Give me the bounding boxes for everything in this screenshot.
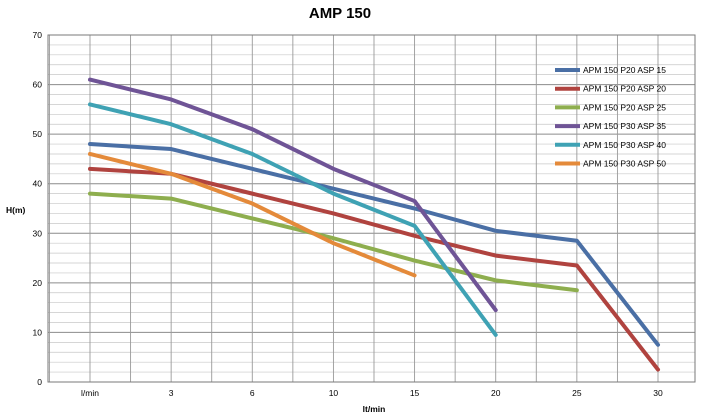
x-tick-label: 3: [169, 388, 174, 398]
legend-label: APM 150 P20 ASP 15: [583, 65, 666, 75]
y-tick-label: 30: [33, 228, 43, 238]
x-axis-label: lt/min: [363, 404, 386, 414]
series-group: [88, 77, 660, 372]
y-tick-label: 40: [33, 179, 43, 189]
series-line-6: [88, 151, 417, 278]
x-tick-label: 20: [491, 388, 501, 398]
legend: APM 150 P20 ASP 15 APM 150 P20 ASP 20 APM …: [555, 65, 666, 169]
plot-axes: 0 10 20 30 40 50 60 70 l/min 3 6 10 15 20 25 30: [33, 30, 696, 398]
x-tick-label: 6: [250, 388, 255, 398]
legend-label: APM 150 P20 ASP 20: [583, 84, 666, 94]
y-tick-label: 20: [33, 278, 43, 288]
x-tick-label: 25: [572, 388, 582, 398]
series-line-3: [88, 191, 579, 293]
y-tick-label: 70: [33, 30, 43, 40]
y-tick-label: 60: [33, 80, 43, 90]
series-line-1: [88, 142, 660, 347]
plot-frame: [47, 34, 696, 383]
y-axis-label: H(m): [6, 205, 26, 215]
legend-label: APM 150 P30 ASP 35: [583, 121, 666, 131]
y-tick-label: 10: [33, 327, 43, 337]
x-tick-label: 30: [653, 388, 663, 398]
x-tick-label: l/min: [81, 388, 99, 398]
x-tick-label: 10: [329, 388, 339, 398]
series-line-5: [88, 102, 498, 337]
legend-label: APM 150 P20 ASP 25: [583, 102, 666, 112]
legend-label: APM 150 P30 ASP 40: [583, 140, 666, 150]
legend-label: APM 150 P30 ASP 50: [583, 159, 666, 169]
chart-title: AMP 150: [309, 5, 371, 22]
y-tick-label: 0: [37, 377, 42, 387]
x-tick-label: 15: [410, 388, 420, 398]
series-line-4: [88, 77, 498, 313]
y-tick-label: 50: [33, 129, 43, 139]
